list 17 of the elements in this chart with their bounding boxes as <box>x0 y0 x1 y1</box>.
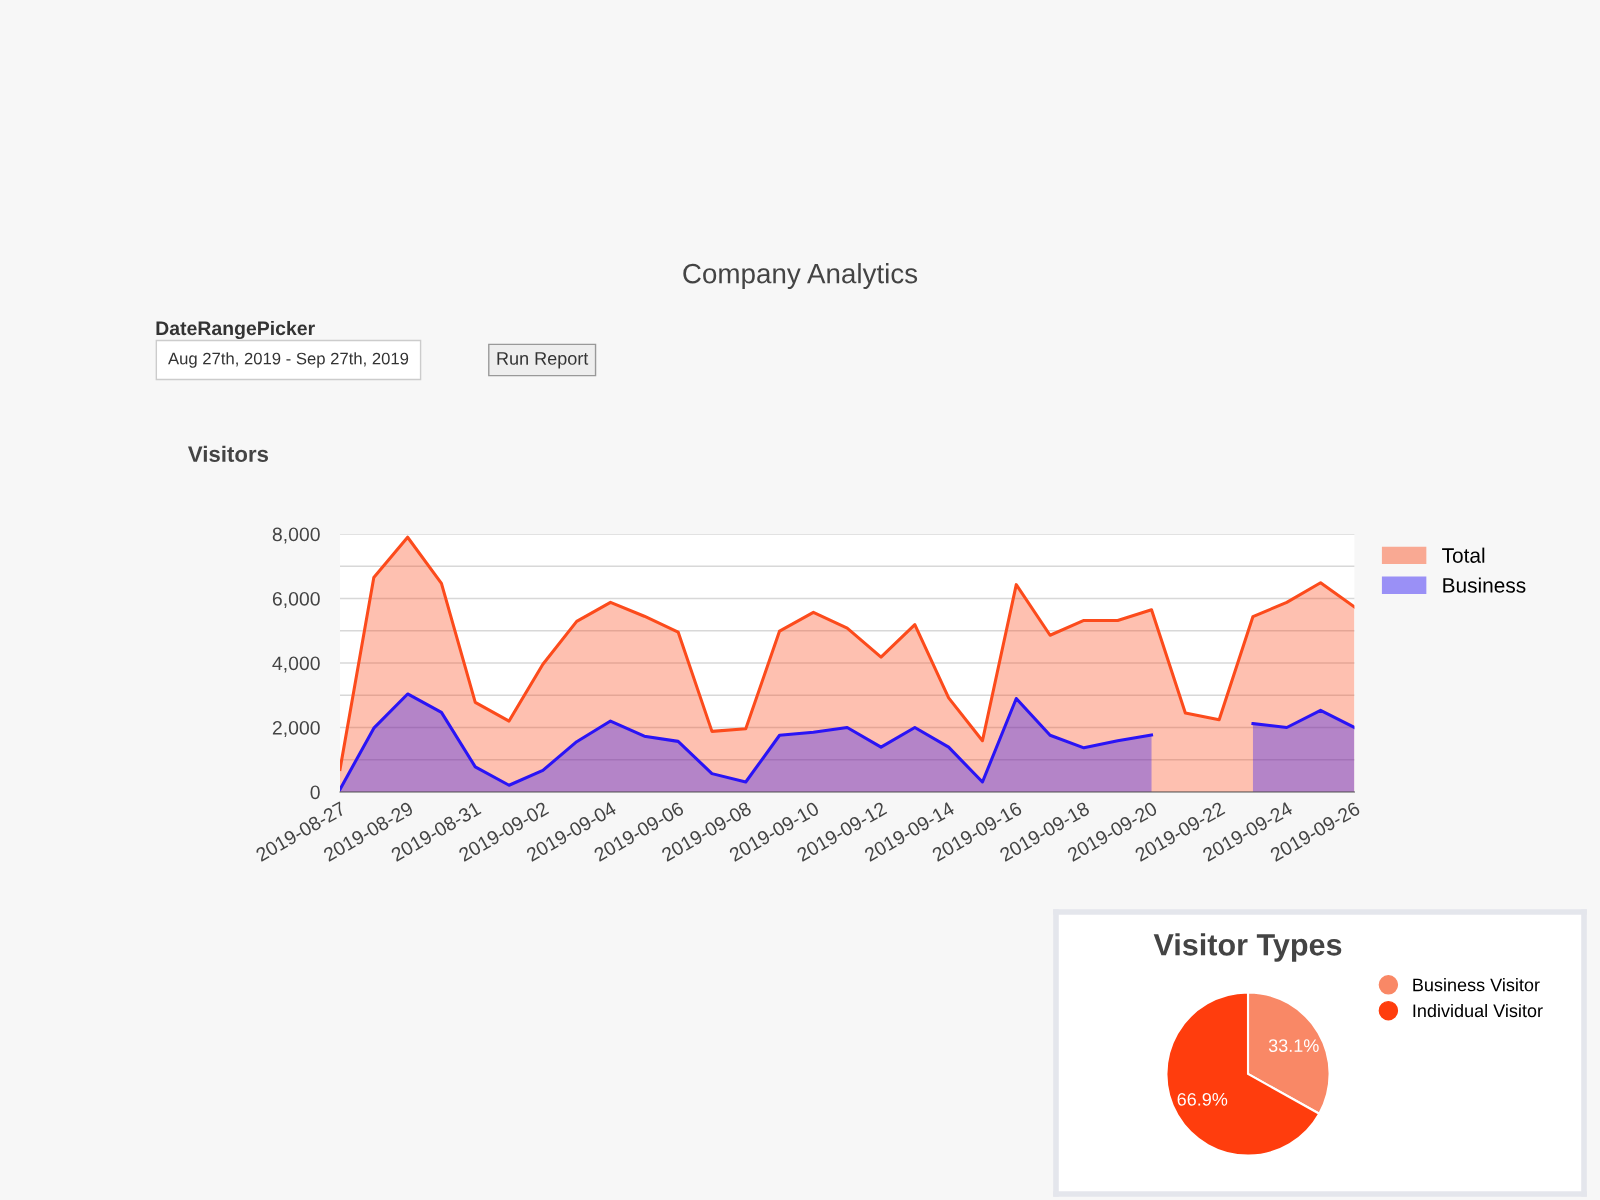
text: DateRangePicker <box>156 320 315 340</box>
y-tick-label: 8,000 <box>272 527 320 544</box>
text: Run Report <box>497 352 589 369</box>
legend-label: Total <box>1442 547 1485 563</box>
chart-title: Visitor Types <box>1153 933 1342 962</box>
legend-label: Business <box>1443 577 1526 593</box>
text: Aug 27th, 2019 - Sep 27th, 2019 <box>168 352 409 368</box>
y-tick-label: 2,000 <box>272 720 320 738</box>
data-label: 66.9% <box>1177 1092 1228 1106</box>
data-label: 33.1% <box>1268 1039 1319 1052</box>
y-tick-label: 6,000 <box>272 591 320 609</box>
chart-title: Visitors <box>187 445 269 462</box>
legend-label: Business Visitor <box>1413 978 1540 992</box>
y-tick-label: 0 <box>310 785 320 800</box>
y-tick-label: 4,000 <box>272 656 320 673</box>
legend-label: Individual Visitor <box>1413 1003 1543 1018</box>
text: Company Analytics <box>683 263 918 289</box>
